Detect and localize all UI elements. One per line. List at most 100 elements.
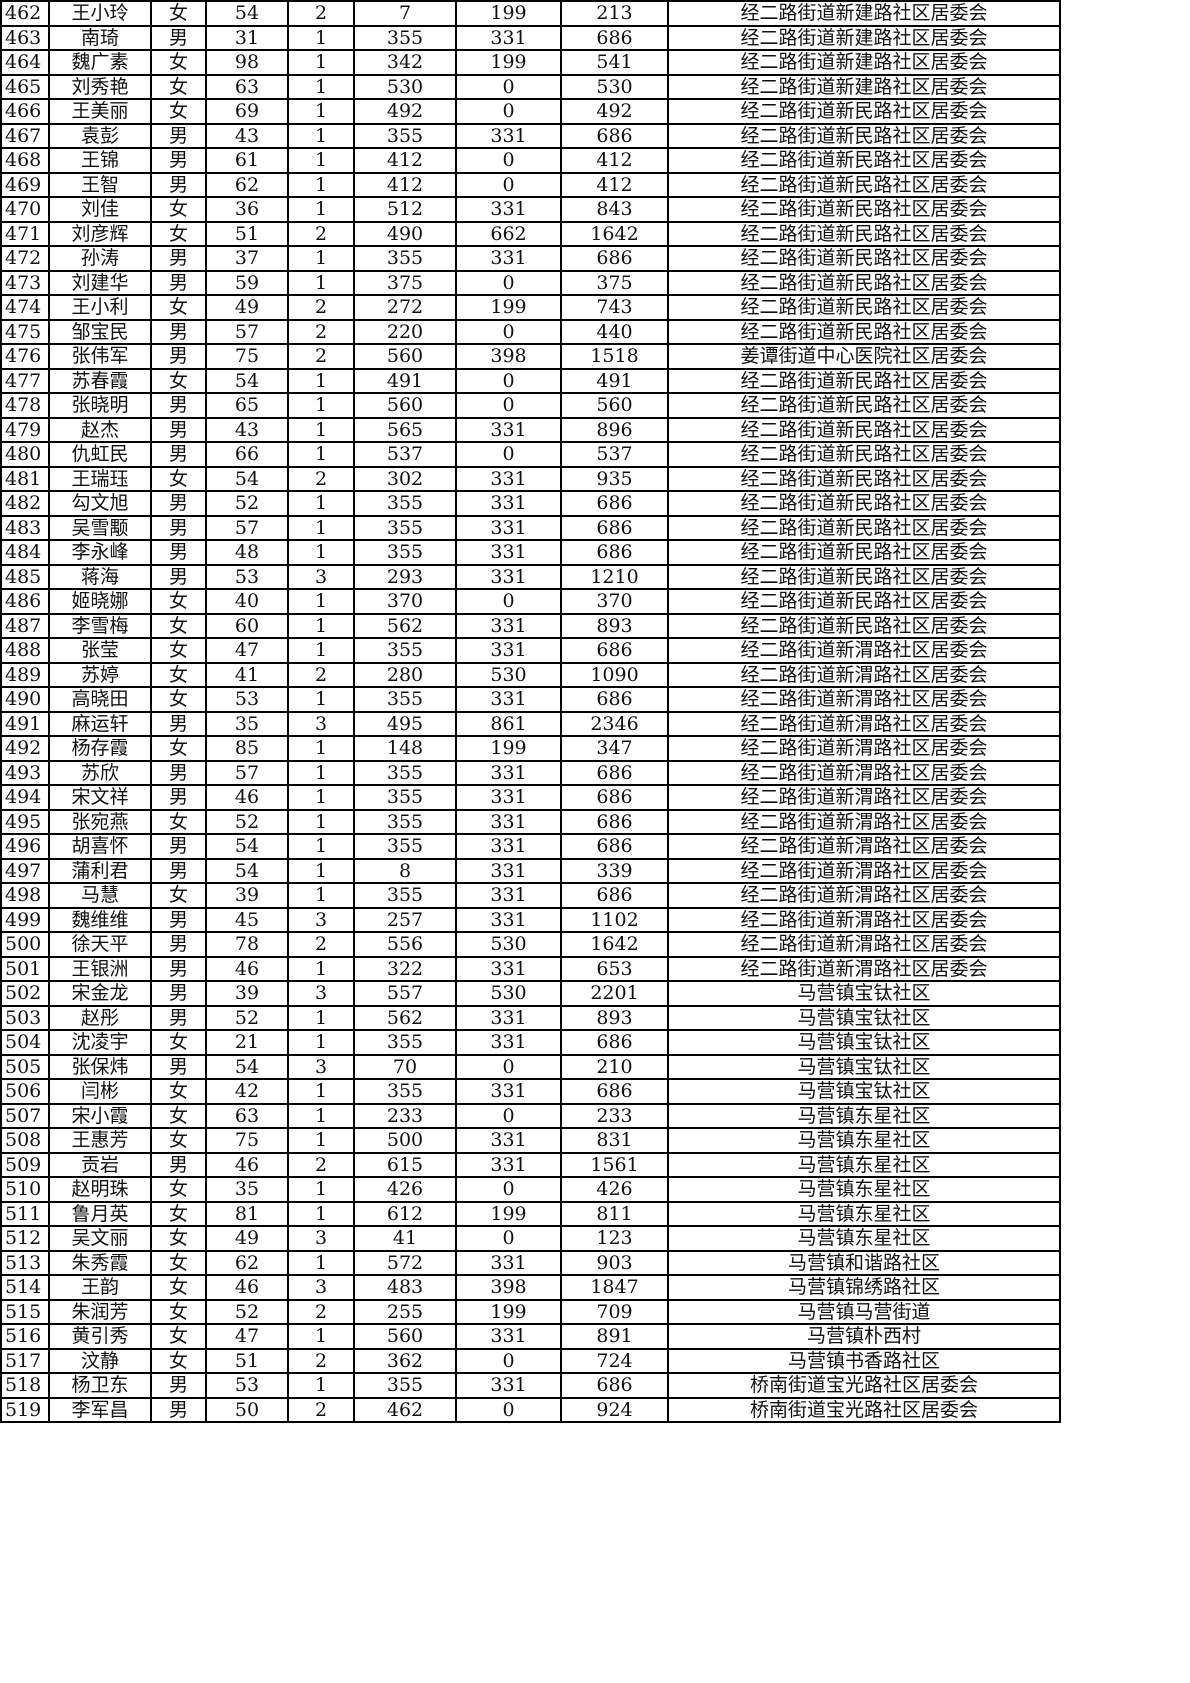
household-size-cell: 2	[287, 465, 355, 492]
amount-b-cell: 0	[455, 171, 562, 198]
age-cell: 51	[205, 1347, 289, 1374]
total-cell: 491	[560, 367, 669, 394]
age-cell: 54	[205, 833, 289, 860]
amount-a-cell: 355	[353, 1372, 457, 1399]
age-cell: 53	[205, 563, 289, 590]
household-size-cell: 1	[287, 833, 355, 860]
amount-b-cell: 530	[455, 931, 562, 958]
total-cell: 811	[560, 1200, 669, 1227]
amount-b-cell: 331	[455, 490, 562, 517]
age-cell: 59	[205, 269, 289, 296]
table-row: 464 魏广素女 98 1 342 199 541 经二路街道新建路社区居委会	[0, 49, 1061, 76]
total-cell: 843	[560, 196, 669, 223]
table-row: 465 刘秀艳女 63 1 530 0 530 经二路街道新建路社区居委会	[0, 73, 1061, 100]
gender-cell: 男	[150, 955, 207, 982]
row-number-cell: 516	[0, 1323, 50, 1350]
community-cell: 经二路街道新渭路社区居委会	[667, 833, 1061, 860]
name-cell: 赵杰	[48, 416, 152, 443]
gender-cell: 男	[150, 1372, 207, 1399]
gender-cell: 女	[150, 808, 207, 835]
amount-b-cell: 331	[455, 416, 562, 443]
amount-b-cell: 331	[455, 563, 562, 590]
name-cell: 刘秀艳	[48, 73, 152, 100]
gender-cell: 男	[150, 343, 207, 370]
name-cell: 王美丽	[48, 98, 152, 125]
gender-cell: 男	[150, 759, 207, 786]
household-size-cell: 1	[287, 24, 355, 51]
household-size-cell: 1	[287, 1249, 355, 1276]
row-number-cell: 478	[0, 392, 50, 419]
age-cell: 46	[205, 955, 289, 982]
amount-a-cell: 557	[353, 980, 457, 1007]
name-cell: 王锦	[48, 147, 152, 174]
household-size-cell: 1	[287, 367, 355, 394]
community-cell: 经二路街道新民路社区居委会	[667, 98, 1061, 125]
table-row: 519 李军昌男 50 2 462 0 924 桥南街道宝光路社区居委会	[0, 1396, 1061, 1423]
amount-a-cell: 512	[353, 196, 457, 223]
community-cell: 经二路街道新渭路社区居委会	[667, 661, 1061, 688]
name-cell: 麻运轩	[48, 710, 152, 737]
community-cell: 经二路街道新民路社区居委会	[667, 196, 1061, 223]
gender-cell: 女	[150, 1274, 207, 1301]
community-cell: 经二路街道新渭路社区居委会	[667, 759, 1061, 786]
total-cell: 1090	[560, 661, 669, 688]
total-cell: 1210	[560, 563, 669, 590]
total-cell: 896	[560, 416, 669, 443]
community-cell: 经二路街道新建路社区居委会	[667, 73, 1061, 100]
name-cell: 王智	[48, 171, 152, 198]
row-number-cell: 499	[0, 906, 50, 933]
amount-b-cell: 199	[455, 1200, 562, 1227]
community-cell: 经二路街道新渭路社区居委会	[667, 637, 1061, 664]
community-cell: 桥南街道宝光路社区居委会	[667, 1396, 1061, 1423]
table-row: 497 蒲利君男 54 1 8 331 339 经二路街道新渭路社区居委会	[0, 857, 1061, 884]
row-number-cell: 496	[0, 833, 50, 860]
total-cell: 935	[560, 465, 669, 492]
name-cell: 宋小霞	[48, 1102, 152, 1129]
amount-b-cell: 331	[455, 245, 562, 272]
name-cell: 姬晓娜	[48, 588, 152, 615]
amount-a-cell: 615	[353, 1151, 457, 1178]
total-cell: 903	[560, 1249, 669, 1276]
name-cell: 徐天平	[48, 931, 152, 958]
household-size-cell: 2	[287, 0, 355, 27]
amount-b-cell: 530	[455, 661, 562, 688]
age-cell: 75	[205, 1127, 289, 1154]
row-number-cell: 467	[0, 122, 50, 149]
total-cell: 686	[560, 1029, 669, 1056]
amount-a-cell: 355	[353, 808, 457, 835]
total-cell: 412	[560, 147, 669, 174]
household-size-cell: 1	[287, 1029, 355, 1056]
name-cell: 吴文丽	[48, 1225, 152, 1252]
total-cell: 653	[560, 955, 669, 982]
community-cell: 经二路街道新建路社区居委会	[667, 0, 1061, 27]
gender-cell: 男	[150, 416, 207, 443]
household-size-cell: 1	[287, 1372, 355, 1399]
amount-b-cell: 0	[455, 1053, 562, 1080]
amount-b-cell: 0	[455, 1396, 562, 1423]
name-cell: 刘佳	[48, 196, 152, 223]
total-cell: 1518	[560, 343, 669, 370]
row-number-cell: 502	[0, 980, 50, 1007]
gender-cell: 男	[150, 269, 207, 296]
community-cell: 经二路街道新民路社区居委会	[667, 490, 1061, 517]
community-cell: 经二路街道新民路社区居委会	[667, 588, 1061, 615]
name-cell: 宋金龙	[48, 980, 152, 1007]
amount-b-cell: 331	[455, 686, 562, 713]
amount-b-cell: 398	[455, 1274, 562, 1301]
amount-b-cell: 861	[455, 710, 562, 737]
age-cell: 39	[205, 882, 289, 909]
amount-b-cell: 0	[455, 1102, 562, 1129]
amount-a-cell: 355	[353, 514, 457, 541]
row-number-cell: 500	[0, 931, 50, 958]
amount-a-cell: 233	[353, 1102, 457, 1129]
age-cell: 51	[205, 220, 289, 247]
household-size-cell: 1	[287, 49, 355, 76]
community-cell: 经二路街道新民路社区居委会	[667, 294, 1061, 321]
total-cell: 686	[560, 245, 669, 272]
amount-a-cell: 355	[353, 122, 457, 149]
amount-a-cell: 148	[353, 735, 457, 762]
community-cell: 经二路街道新民路社区居委会	[667, 318, 1061, 345]
community-cell: 经二路街道新民路社区居委会	[667, 612, 1061, 639]
community-cell: 马营镇东星社区	[667, 1102, 1061, 1129]
amount-b-cell: 331	[455, 857, 562, 884]
